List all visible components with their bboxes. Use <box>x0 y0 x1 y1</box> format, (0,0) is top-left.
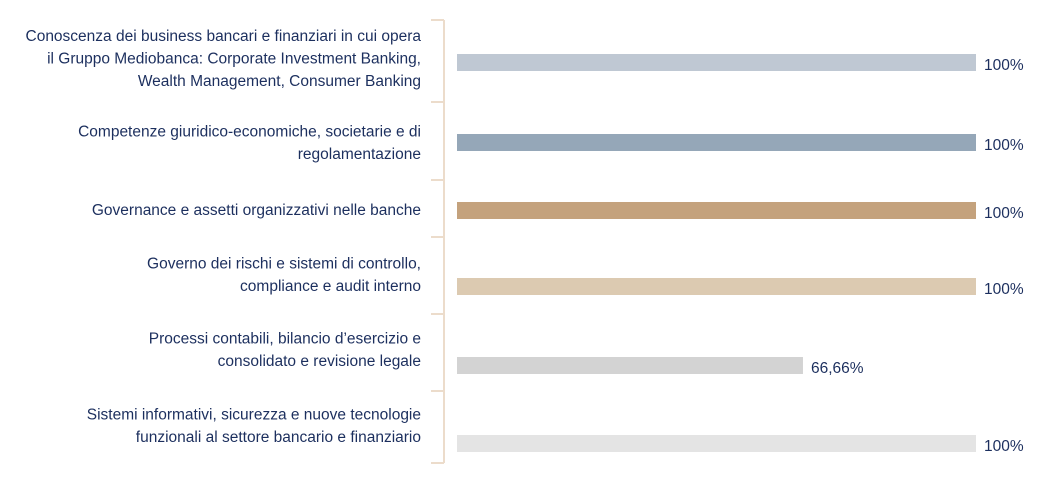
bar <box>457 357 803 374</box>
category-label: Processi contabili, bilancio d’esercizio… <box>149 331 421 371</box>
bar <box>457 202 976 219</box>
bar <box>457 435 976 452</box>
category-label: Sistemi informativi, sicurezza e nuove t… <box>87 407 421 447</box>
data-label: 100% <box>984 281 1024 298</box>
category-label: Competenze giuridico-economiche, societa… <box>78 124 421 164</box>
category-label: Governo dei rischi e sistemi di controll… <box>147 256 421 296</box>
category-label: Conoscenza dei business bancari e finanz… <box>26 28 422 90</box>
bar <box>457 54 976 71</box>
data-label: 100% <box>984 438 1024 455</box>
data-label: 66,66% <box>811 360 864 377</box>
data-label: 100% <box>984 137 1024 154</box>
data-label: 100% <box>984 57 1024 74</box>
category-label: Governance e assetti organizzativi nelle… <box>92 202 421 219</box>
bar <box>457 278 976 295</box>
bar <box>457 134 976 151</box>
data-label: 100% <box>984 205 1024 222</box>
